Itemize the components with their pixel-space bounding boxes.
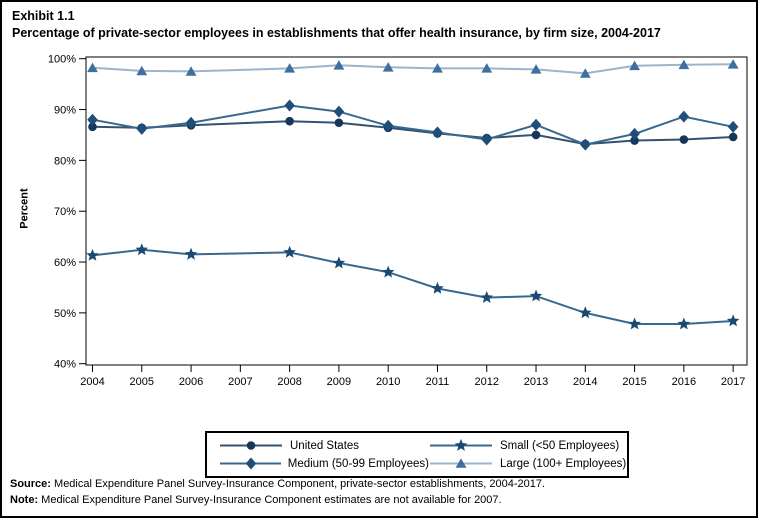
source-label: Source: xyxy=(10,478,51,490)
x-tick-label: 2012 xyxy=(474,376,498,388)
data-point-marker xyxy=(678,59,690,70)
data-point-marker xyxy=(629,60,640,71)
x-tick-label: 2011 xyxy=(426,376,450,388)
footnotes: Source: Medical Expenditure Panel Survey… xyxy=(10,477,754,508)
data-point-marker xyxy=(381,265,395,278)
data-point-marker xyxy=(283,245,296,258)
legend-label: United States xyxy=(290,439,360,452)
x-tick-label: 2008 xyxy=(277,376,301,388)
data-point-marker xyxy=(382,62,394,72)
series-line xyxy=(92,248,734,325)
data-point-marker xyxy=(184,247,198,260)
data-point-marker xyxy=(628,317,641,330)
data-point-marker xyxy=(334,118,344,128)
exhibit-label: Exhibit 1.1 xyxy=(12,9,75,23)
data-point-marker xyxy=(87,62,98,73)
x-tick-label: 2017 xyxy=(721,376,745,388)
y-tick-label: 90% xyxy=(54,105,76,117)
data-point-marker xyxy=(727,59,739,69)
data-point-marker xyxy=(432,63,443,73)
y-tick-label: 70% xyxy=(54,206,76,218)
availability-note: Note: Medical Expenditure Panel Survey-I… xyxy=(10,493,754,509)
y-tick-label: 60% xyxy=(54,257,76,269)
data-point-marker xyxy=(185,66,197,76)
y-tick-label: 100% xyxy=(48,54,76,66)
legend-item: Medium (50-99 Employees) xyxy=(219,455,429,472)
x-tick-label: 2015 xyxy=(622,376,646,388)
data-point-marker xyxy=(135,243,149,256)
data-point-marker xyxy=(136,65,148,76)
data-point-marker xyxy=(579,306,592,319)
legend-item: United States xyxy=(219,437,429,454)
data-point-marker xyxy=(333,60,345,70)
x-tick-label: 2013 xyxy=(524,376,548,388)
data-point-marker xyxy=(580,138,591,151)
x-tick-label: 2014 xyxy=(573,376,597,388)
data-point-marker xyxy=(284,63,296,73)
figure-header: Exhibit 1.1 Percentage of private-sector… xyxy=(12,8,752,42)
data-point-marker xyxy=(185,116,197,129)
note-label: Note: xyxy=(10,493,39,506)
plot-border xyxy=(85,56,748,366)
x-tick-label: 2006 xyxy=(179,376,203,388)
y-tick-label: 80% xyxy=(54,155,76,167)
data-point-marker xyxy=(432,126,443,139)
data-point-marker xyxy=(480,291,494,303)
x-tick-label: 2009 xyxy=(327,376,351,388)
source-note: Source: Medical Expenditure Panel Survey… xyxy=(10,477,754,493)
data-point-marker xyxy=(530,64,542,74)
diamond-marker-icon xyxy=(245,457,257,470)
data-point-marker xyxy=(727,120,739,133)
legend-item: Small (<50 Employees) xyxy=(429,437,626,454)
data-point-marker xyxy=(677,317,691,330)
circle-legend-sample-icon xyxy=(220,441,282,450)
triangle-legend-sample-icon xyxy=(430,458,492,468)
y-axis-label: Percent xyxy=(18,188,31,229)
x-tick-label: 2010 xyxy=(376,376,400,388)
legend-label: Small (<50 Employees) xyxy=(500,439,620,452)
data-point-marker xyxy=(529,289,543,302)
data-point-marker xyxy=(678,110,690,123)
y-tick-label: 50% xyxy=(54,308,76,320)
data-point-marker xyxy=(136,122,148,135)
data-point-marker xyxy=(481,63,493,73)
data-point-marker xyxy=(481,133,493,146)
data-point-marker xyxy=(431,281,444,294)
x-tick-label: 2005 xyxy=(130,376,154,388)
line-chart: 100% 90% 80% 70% 60% 50% 40% 2004 2005 2006 2007 20… xyxy=(48,54,748,388)
legend-label: Large (100+ Employees) xyxy=(500,457,627,470)
star-marker-icon xyxy=(454,438,468,451)
x-tick-label: 2016 xyxy=(672,376,696,388)
data-point-marker xyxy=(333,105,345,118)
data-point-marker xyxy=(726,314,740,327)
legend-item: Large (100+ Employees) xyxy=(429,455,626,472)
circle-marker-icon xyxy=(246,441,256,450)
data-point-marker xyxy=(87,113,98,126)
data-point-marker xyxy=(382,119,394,132)
x-tick-label: 2007 xyxy=(228,376,252,388)
note-text: Medical Expenditure Panel Survey-Insuran… xyxy=(38,493,502,506)
data-point-marker xyxy=(679,135,689,144)
legend-box: United States Small (<50 Employees) Medium… xyxy=(205,431,629,478)
diamond-legend-sample-icon xyxy=(220,457,281,470)
data-point-marker xyxy=(285,116,294,126)
data-point-marker xyxy=(531,130,541,140)
star-legend-sample-icon xyxy=(430,438,492,451)
data-point-marker xyxy=(629,127,640,140)
legend-label: Medium (50-99 Employees) xyxy=(287,457,429,470)
data-point-marker xyxy=(86,248,99,261)
x-tick-label: 2004 xyxy=(80,376,104,388)
y-tick-label: 40% xyxy=(54,359,76,371)
data-point-marker xyxy=(88,122,97,132)
data-point-marker xyxy=(530,118,542,131)
triangle-marker-icon xyxy=(455,458,467,468)
data-point-marker xyxy=(284,99,295,112)
source-text: Medical Expenditure Panel Survey-Insuran… xyxy=(50,478,546,490)
data-point-marker xyxy=(630,136,639,145)
data-point-marker xyxy=(579,68,591,78)
figure-title: Percentage of private-sector employees i… xyxy=(12,26,661,40)
data-point-marker xyxy=(332,256,346,269)
data-point-marker xyxy=(728,132,738,142)
